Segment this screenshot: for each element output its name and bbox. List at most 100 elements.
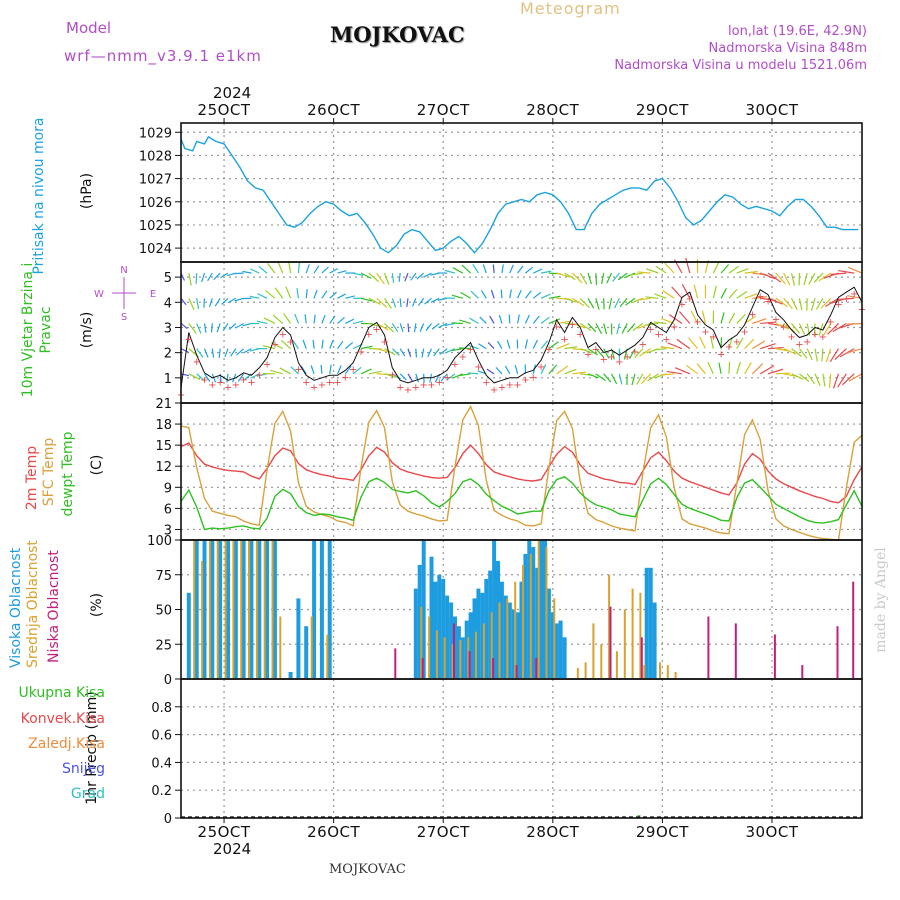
high-cloud-bar bbox=[437, 574, 442, 679]
wind-barb bbox=[288, 260, 292, 274]
wind-barb bbox=[344, 365, 352, 375]
wind-barb bbox=[675, 367, 691, 375]
wind-barb bbox=[572, 297, 585, 307]
compass-east: E bbox=[150, 289, 156, 300]
wind-barb bbox=[384, 348, 396, 356]
wind-barb bbox=[654, 293, 667, 299]
gust-marker: + bbox=[302, 377, 310, 388]
wind-barb bbox=[564, 368, 577, 375]
wind-barb bbox=[313, 289, 318, 299]
wind-barb bbox=[524, 314, 530, 324]
y-tick-label: 12 bbox=[155, 460, 172, 475]
wind-barb bbox=[806, 373, 816, 385]
high-cloud-bar bbox=[503, 595, 508, 678]
wind-barb bbox=[337, 340, 344, 349]
gust-marker: + bbox=[435, 377, 443, 388]
wind-barb bbox=[532, 268, 543, 274]
wind-barb bbox=[595, 323, 603, 335]
wind-barb bbox=[337, 316, 345, 324]
wind-barb bbox=[195, 273, 198, 284]
wind-barb bbox=[424, 297, 432, 305]
wind-barb bbox=[329, 364, 332, 374]
wind-barb bbox=[798, 298, 803, 311]
wind-barb bbox=[587, 373, 599, 379]
gust-marker: + bbox=[271, 340, 279, 351]
wind-barb bbox=[736, 290, 748, 299]
wind-barb bbox=[619, 297, 628, 308]
wind-barb bbox=[188, 298, 195, 311]
wind-unit-label: (m/s) bbox=[79, 311, 95, 349]
wind-barb bbox=[662, 290, 675, 299]
gust-marker: + bbox=[224, 382, 232, 393]
wind-barb bbox=[564, 272, 576, 281]
wind-barb bbox=[220, 272, 229, 279]
gust-marker: + bbox=[717, 350, 725, 361]
meteogram-title: Meteogram bbox=[520, 0, 621, 18]
wind-barb bbox=[236, 348, 245, 356]
wind-barb bbox=[736, 337, 744, 349]
gust-marker: + bbox=[584, 350, 592, 361]
wind-barb bbox=[243, 348, 252, 354]
wind-barb bbox=[791, 348, 803, 357]
wind-barb bbox=[736, 361, 741, 374]
wind-barb bbox=[304, 314, 307, 324]
gust-marker: + bbox=[646, 324, 654, 335]
mid-cloud-bar bbox=[643, 665, 646, 678]
wind-barb bbox=[664, 262, 675, 274]
gust-marker: + bbox=[623, 352, 631, 363]
y-tick-label: 0.2 bbox=[151, 784, 172, 799]
wind-barb bbox=[509, 264, 514, 274]
wind-barb bbox=[514, 364, 519, 374]
high-cloud-bar bbox=[433, 581, 438, 678]
wind-barb bbox=[634, 348, 644, 359]
high-cloud-bar bbox=[456, 626, 461, 678]
wind-barb bbox=[421, 348, 425, 358]
gust-marker: + bbox=[662, 335, 670, 346]
mid-cloud-bar bbox=[240, 540, 243, 678]
low-cloud-bar bbox=[515, 665, 518, 678]
year-bottom: 2024 bbox=[213, 840, 252, 858]
wind-barb bbox=[413, 323, 417, 333]
wind-barb bbox=[430, 297, 440, 303]
gust-marker: + bbox=[553, 322, 561, 333]
wind-barb bbox=[228, 323, 237, 331]
y-tick-label: 3 bbox=[164, 321, 172, 336]
wind-barb bbox=[415, 348, 418, 358]
wind-barb bbox=[645, 268, 659, 274]
wind-barb bbox=[791, 323, 801, 334]
high-cloud-bar bbox=[480, 592, 485, 678]
wind-barb bbox=[671, 286, 683, 299]
mid-cloud-bar bbox=[428, 616, 431, 678]
wind-barb bbox=[216, 323, 221, 333]
legend-total-rain: Ukupna Kisa bbox=[18, 685, 105, 701]
gust-marker: + bbox=[200, 375, 208, 386]
wind-barb bbox=[360, 368, 372, 375]
high-cloud-bar bbox=[421, 540, 426, 678]
high-cloud-bar bbox=[194, 540, 199, 678]
wind-barb bbox=[411, 298, 417, 307]
wind-barb bbox=[272, 314, 284, 324]
wind-barb bbox=[224, 348, 229, 358]
wind-barb bbox=[482, 264, 487, 274]
wind-barb bbox=[305, 264, 310, 274]
wind-barb bbox=[211, 373, 217, 383]
gust-marker: + bbox=[466, 345, 474, 356]
high-cloud-bar bbox=[535, 567, 540, 678]
wind-barb bbox=[368, 272, 380, 283]
wind-barb bbox=[579, 272, 588, 285]
wind-barb bbox=[196, 298, 200, 310]
wind-barb bbox=[630, 272, 643, 276]
mid-cloud-bar bbox=[310, 616, 313, 678]
wind-barb bbox=[760, 321, 777, 325]
gust-marker: + bbox=[678, 299, 686, 310]
wind-barb bbox=[345, 318, 355, 324]
wind-barb bbox=[201, 272, 206, 283]
wind-barb bbox=[728, 361, 731, 374]
wind-barb bbox=[556, 272, 570, 278]
x-tick-label-top: 26OCT bbox=[307, 101, 360, 119]
wind-barb bbox=[242, 270, 252, 274]
wind-barb bbox=[580, 348, 593, 354]
mid-cloud-bar bbox=[537, 540, 540, 678]
high-cloud-bar bbox=[484, 578, 489, 678]
low-cloud-bar bbox=[734, 623, 737, 678]
